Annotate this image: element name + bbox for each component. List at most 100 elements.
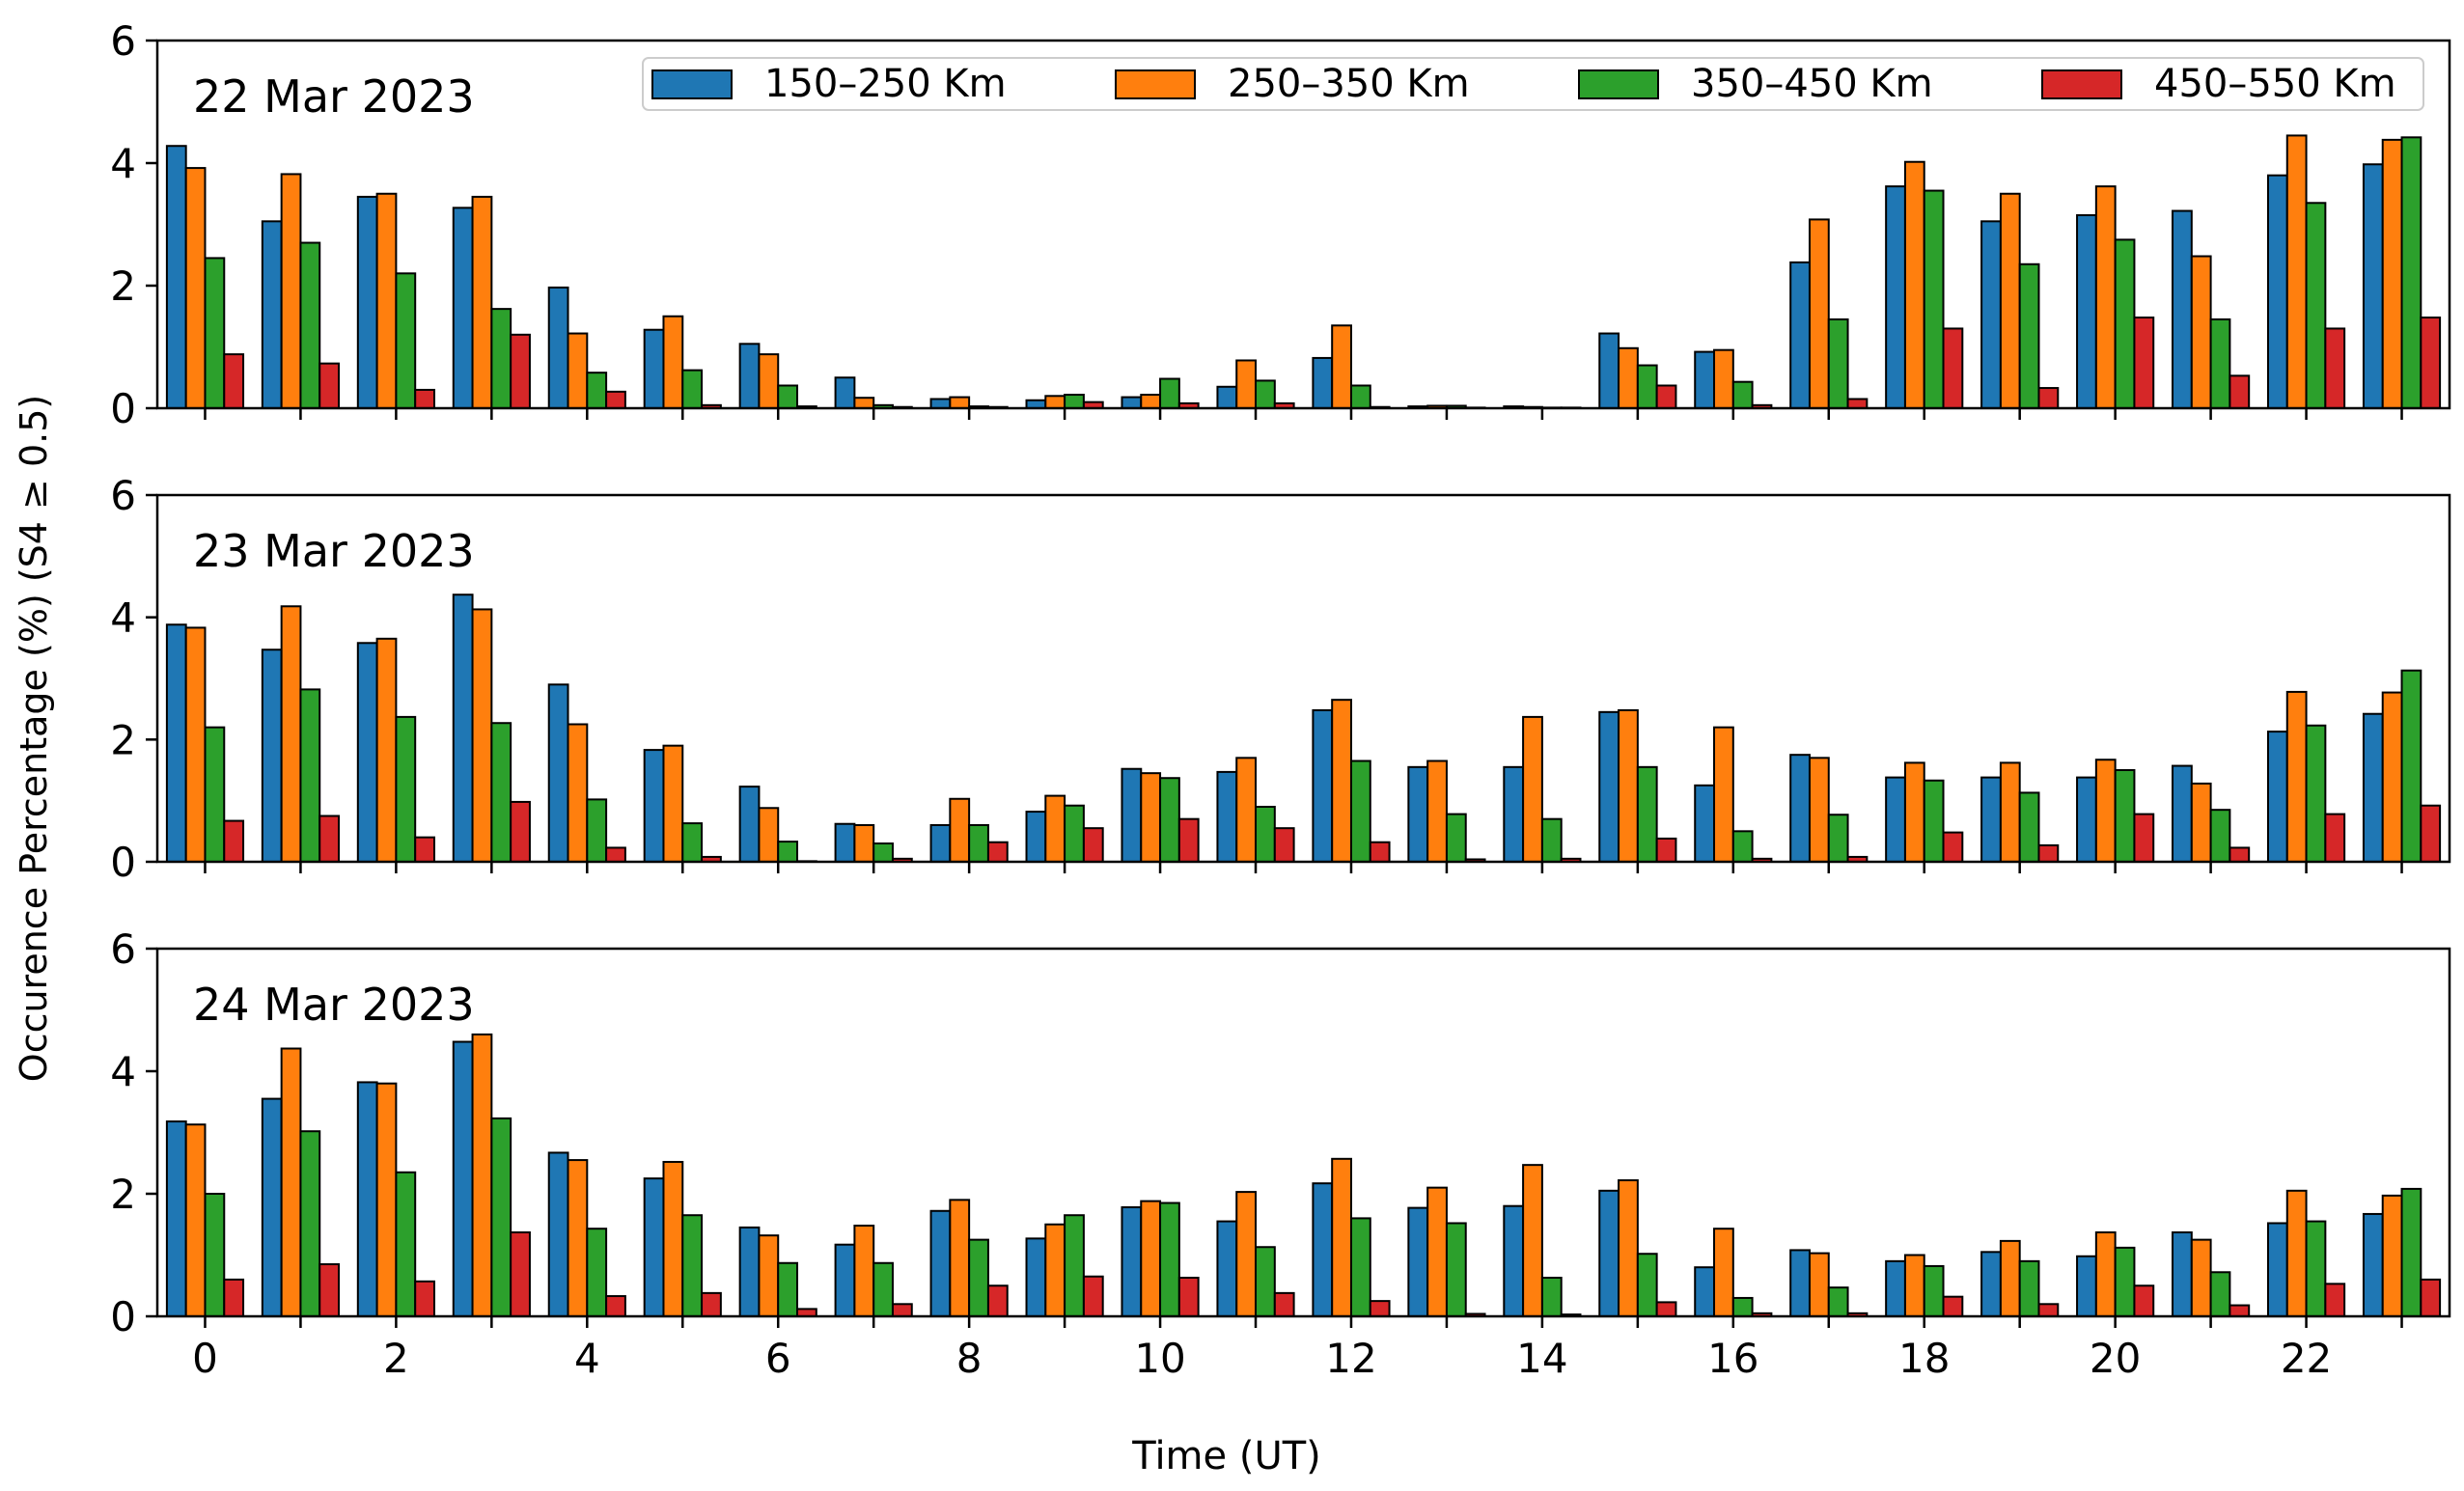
bar [2094, 759, 2117, 863]
bar [1618, 708, 1639, 863]
bar [758, 807, 780, 864]
bar [834, 822, 856, 863]
bar-series [204, 1117, 2422, 1318]
bar [1885, 1259, 1906, 1317]
y-tick-label: 2 [110, 716, 136, 763]
bar [1121, 1205, 1143, 1317]
bar [2190, 1238, 2212, 1318]
bar [261, 649, 283, 863]
bar [643, 328, 665, 409]
bar [2324, 813, 2346, 863]
x-tick-label: 22 [2281, 1335, 2332, 1382]
bar [738, 786, 761, 863]
bar [586, 372, 608, 410]
bar-series [204, 669, 2422, 864]
bar [1655, 384, 1677, 409]
bar [1999, 192, 2021, 409]
bar [1159, 777, 1180, 863]
bar [662, 315, 684, 409]
bar [929, 824, 952, 863]
bar [1540, 817, 1563, 863]
bar [1789, 1249, 1811, 1318]
y-tick-label: 4 [110, 1048, 136, 1095]
bar [2305, 724, 2327, 864]
plot-frame [155, 493, 2451, 864]
bar [471, 1033, 493, 1318]
bar [872, 842, 894, 863]
bar [395, 272, 417, 409]
bar [1255, 806, 1276, 863]
bar [261, 1097, 283, 1317]
legend-entry: 250–350 Km [1115, 62, 1470, 106]
bar [1903, 1254, 1925, 1317]
bar [1407, 765, 1429, 864]
bar [1140, 772, 1162, 863]
bar [567, 1159, 589, 1317]
bar-series [165, 1040, 2384, 1318]
bar [1636, 364, 1658, 409]
plot-frame [155, 947, 2451, 1318]
bar [1827, 318, 1849, 409]
bar [2114, 238, 2136, 410]
y-tick-label: 4 [110, 140, 136, 187]
bar [1942, 1295, 1964, 1318]
bar [2381, 1194, 2403, 1318]
bar [1216, 1220, 1238, 1317]
bar [777, 1261, 799, 1318]
bar [223, 819, 245, 864]
bar [1407, 1206, 1429, 1317]
bar [510, 800, 531, 863]
bar [2285, 690, 2308, 863]
bar [1942, 831, 1964, 863]
bar [1846, 398, 1869, 410]
bar [1349, 384, 1371, 409]
bar [2114, 769, 2136, 863]
bar [1331, 1157, 1352, 1318]
bar [1540, 1276, 1563, 1317]
bar [738, 1226, 761, 1318]
bar [452, 207, 474, 409]
bar [318, 815, 341, 863]
bar [2400, 136, 2422, 410]
bar [280, 605, 302, 864]
x-axis-label: Time (UT) [1131, 1434, 1321, 1478]
bar [1426, 1186, 1448, 1318]
bar [1808, 218, 1830, 409]
bar [1349, 1217, 1371, 1318]
bar [1121, 396, 1143, 410]
bar [1082, 1275, 1104, 1317]
bar [2381, 138, 2403, 409]
bar [1025, 1237, 1047, 1317]
bar [1216, 770, 1238, 864]
bar [2172, 1231, 2193, 1318]
bar [2037, 843, 2060, 864]
bar [452, 1040, 474, 1318]
bar [2094, 1231, 2117, 1318]
bar [2362, 1212, 2384, 1317]
y-tick-label: 6 [110, 17, 136, 65]
bar [1694, 350, 1716, 409]
bar-series [184, 605, 2403, 864]
bar [853, 1225, 875, 1318]
bar [184, 1123, 207, 1317]
bar [1980, 220, 2002, 409]
x-tick-label: 2 [383, 1335, 409, 1382]
legend-swatch-350-450 [1578, 69, 1659, 99]
bar [1177, 1276, 1200, 1317]
bar [490, 308, 512, 410]
bar [2324, 327, 2346, 410]
bar [2324, 1283, 2346, 1317]
bar [2209, 318, 2231, 409]
bar [2266, 731, 2288, 863]
bar [968, 1238, 989, 1318]
bar [1273, 827, 1295, 863]
bar [1713, 1228, 1734, 1317]
bar [1312, 708, 1334, 863]
bar [2266, 1222, 2288, 1317]
legend-label-450-550: 450–550 Km [2154, 62, 2396, 106]
bar [1655, 837, 1677, 863]
bar [414, 388, 435, 410]
bar [1789, 261, 1811, 409]
bar [1598, 1189, 1620, 1317]
bar [1808, 757, 1830, 864]
